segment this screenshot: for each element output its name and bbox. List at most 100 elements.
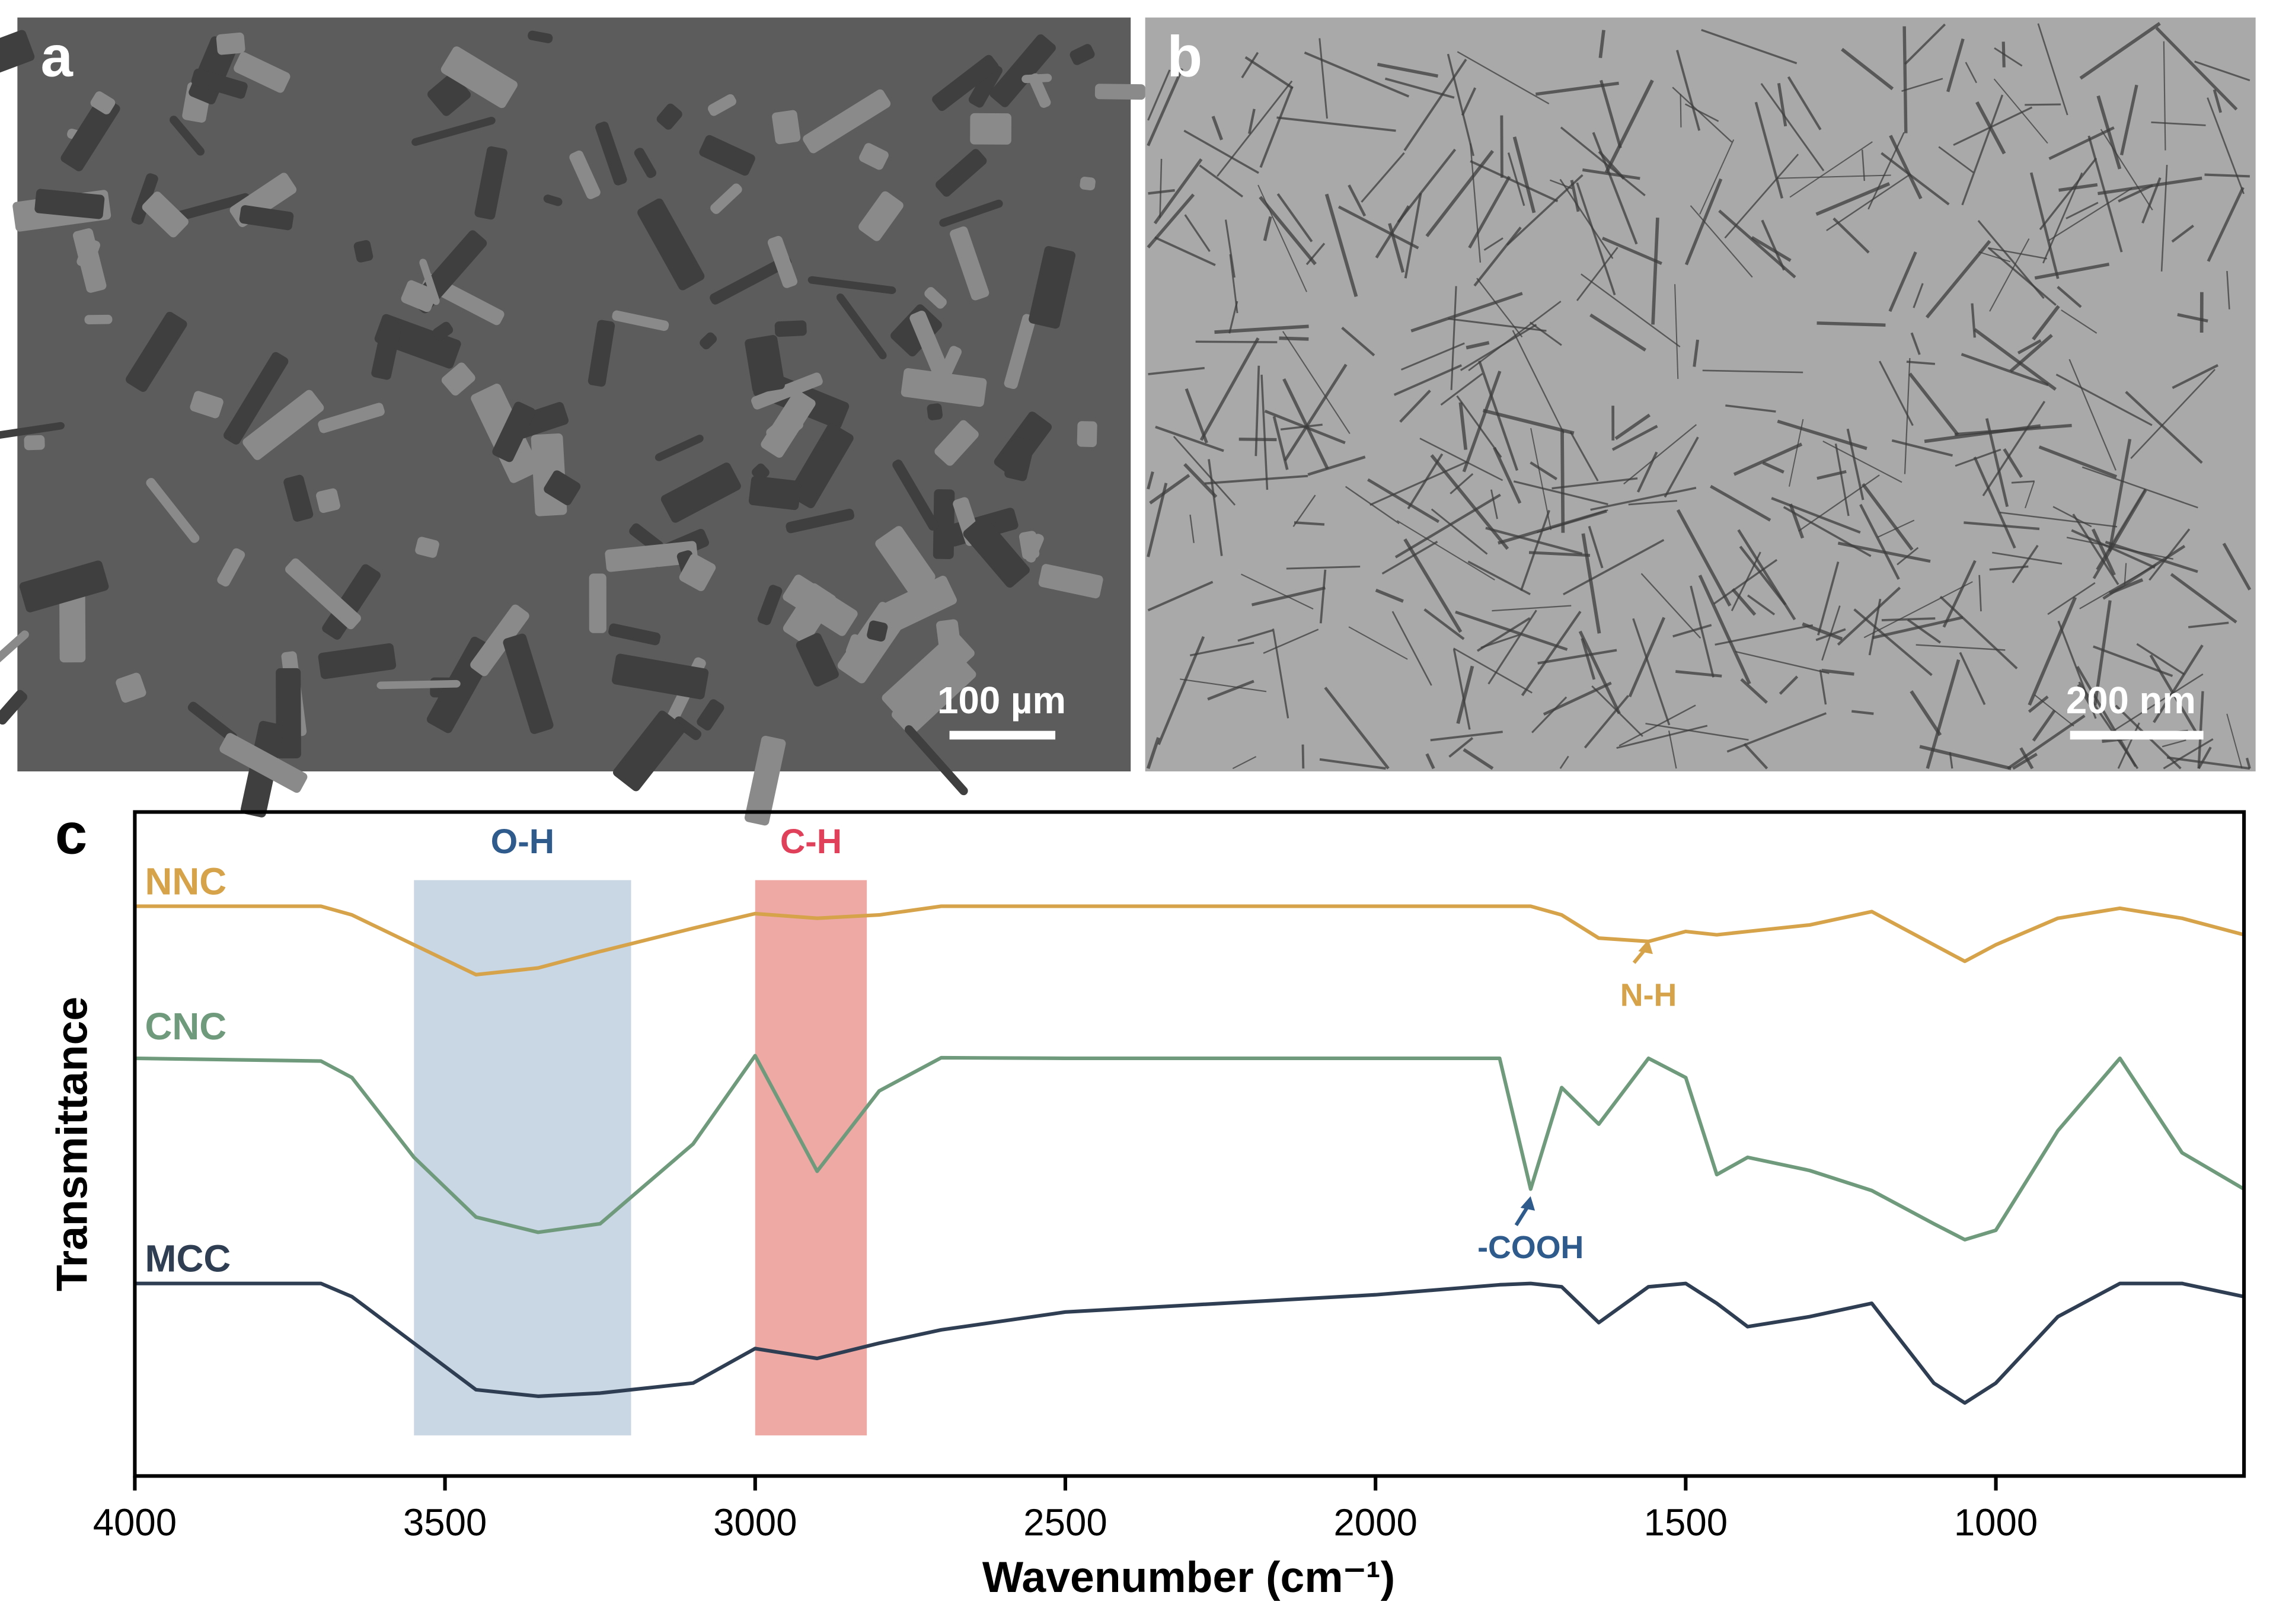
nanocrystal [1740,678,1768,704]
nanocrystal [1286,566,1361,570]
nanocrystal [1531,696,1568,733]
nanocrystal [1279,336,1309,341]
nanocrystal [1423,608,1465,640]
nanocrystal [1204,474,1308,485]
nanocrystal [1450,473,1474,494]
nanocrystal [1675,670,1722,678]
nanocrystal [1888,251,1917,312]
nanocrystal [1487,610,1537,685]
nanocrystal [1743,743,1768,770]
particle [191,68,248,99]
nanocrystal [2032,305,2060,341]
particle [0,422,65,443]
nanocrystal [2034,694,2074,727]
nanocrystal [2108,439,2132,552]
nanocrystal [2151,121,2206,126]
nanocrystal [1581,273,1681,347]
particle [415,537,439,558]
particle [0,690,27,725]
nanocrystal [1319,758,1386,770]
nanocrystal [1257,184,1307,292]
nanocrystal [1304,51,1410,98]
particle [933,489,955,560]
spectrum-line [135,1281,2245,1405]
particle [1094,84,1146,100]
particle [634,148,657,178]
nanocrystal [1254,365,1260,457]
nanocrystal [1211,116,1224,141]
nanocrystal [1837,541,1931,563]
nanocrystal [1419,438,1503,481]
nanocrystal [1964,521,2040,531]
particle [242,390,324,460]
particle [427,73,471,116]
nanocrystal [1961,94,2004,206]
particle [837,601,907,684]
nanocrystal [1248,109,1256,134]
nanocrystal [1241,52,1259,79]
nanocrystal [1469,143,1482,263]
nanocrystal [1710,484,1771,522]
x-tick-label: 3500 [403,1501,487,1543]
nanocrystal [2061,310,2098,334]
nanocrystal [2194,60,2250,81]
particle [239,205,294,231]
particle [845,634,866,658]
nanocrystal [1777,83,1787,127]
nanocrystal [1668,730,1677,769]
nanocrystal [1348,184,1367,217]
particle [783,575,858,636]
nanocrystal [1851,710,1874,715]
nanocrystal [1739,545,1787,606]
nanocrystal [1189,642,1254,656]
nanocrystal [2213,89,2222,113]
particle [788,423,854,509]
particle [0,30,35,84]
particle [187,701,238,743]
nanocrystal [1456,665,1474,725]
nanocrystal [1399,390,1431,423]
nanocrystal [2226,713,2243,769]
nanocrystal [1953,106,2033,146]
nanocrystal [2047,582,2096,615]
sem-texture [0,30,1146,826]
nanocrystal [1733,442,1803,476]
nanocrystal [1640,573,1701,639]
nanocrystal [1841,47,1894,91]
particle [588,320,615,387]
nanocrystal [1463,748,1494,770]
nanocrystal [1636,451,1658,493]
nanocrystal [2153,645,2204,723]
particle [751,372,823,410]
nanocrystal [1388,223,1405,273]
particle [131,173,158,225]
nanocrystal [1397,148,1457,223]
particle [605,541,698,572]
nanocrystal [1623,424,1697,485]
particle [90,91,116,114]
nanocrystal [1569,431,1599,481]
nanocrystal [2082,466,2198,509]
particle [19,560,109,612]
particle [474,146,507,220]
nanocrystal [1560,126,1646,197]
nanocrystal [1403,538,1463,633]
nanocrystal [1698,575,1751,685]
nanocrystal [1701,28,1798,65]
nanocrystal [1305,243,1326,266]
nanocrystal [1926,659,1961,769]
nanocrystal [1430,454,1509,550]
nanocrystal [1259,196,1317,266]
nanocrystal [1183,129,1259,174]
scale-bar-label: 200 nm [2066,679,2196,722]
particle [1004,314,1036,390]
particle [748,476,802,511]
particle [932,55,999,111]
nanocrystal [1762,461,1784,474]
nanocrystal [1994,47,2023,67]
particle [700,332,717,350]
nanocrystal [2066,202,2099,219]
nanocrystal [1453,647,1533,694]
particle [744,735,786,826]
